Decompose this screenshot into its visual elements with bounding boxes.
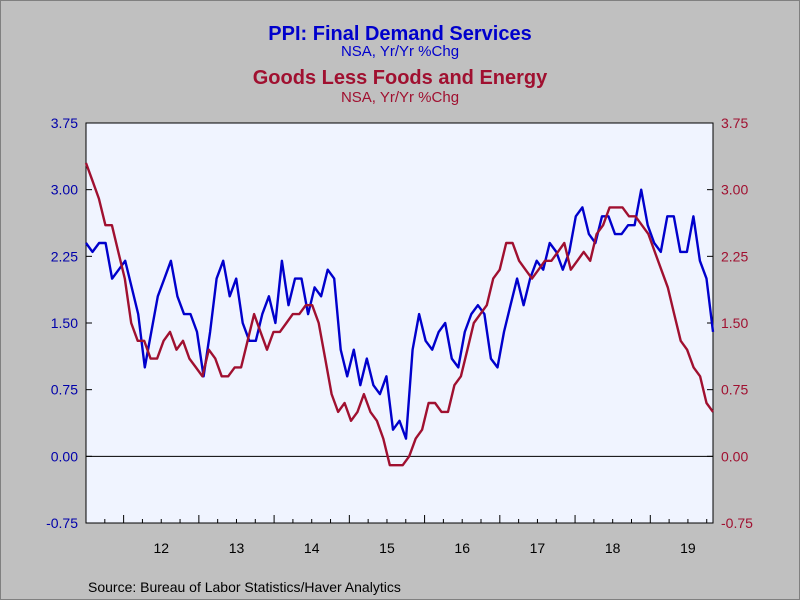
- series-lines: [84, 162, 715, 467]
- series-line-goods-less-food-energy: [84, 162, 714, 467]
- x-tick-label: 13: [229, 540, 245, 556]
- y-tick-label-right: 3.75: [721, 115, 748, 131]
- x-tick-label: 16: [454, 540, 470, 556]
- y-tick-label-right: 0.00: [721, 448, 748, 464]
- x-tick-label: 18: [605, 540, 621, 556]
- source-note: Source: Bureau of Labor Statistics/Haver…: [88, 579, 401, 595]
- y-tick-label-right: 0.75: [721, 382, 748, 398]
- x-tick-label: 19: [680, 540, 696, 556]
- x-tick-label: 14: [304, 540, 320, 556]
- y-tick-label-right: 2.25: [721, 248, 748, 264]
- y-tick-label-left: 2.25: [51, 248, 78, 264]
- series-line-ppi-services: [85, 188, 715, 440]
- y-tick-label-left: 1.50: [51, 315, 78, 331]
- y-tick-label-left: 3.00: [51, 182, 78, 198]
- y-tick-label-left: -0.75: [46, 515, 78, 531]
- y-tick-label-right: -0.75: [721, 515, 753, 531]
- y-tick-label-left: 0.75: [51, 382, 78, 398]
- axis-ticks: [85, 122, 713, 524]
- y-tick-label-left: 3.75: [51, 115, 78, 131]
- chart-subtitle: NSA, Yr/Yr %Chg: [341, 43, 459, 60]
- chart-title: PPI: Final Demand Services: [268, 23, 531, 45]
- series2-title: Goods Less Foods and Energy: [253, 67, 548, 89]
- y-tick-label-right: 3.00: [721, 182, 748, 198]
- x-tick-label: 17: [530, 540, 546, 556]
- series2-subtitle: NSA, Yr/Yr %Chg: [341, 89, 459, 106]
- y-tick-label-left: 0.00: [51, 448, 78, 464]
- y-tick-label-right: 1.50: [721, 315, 748, 331]
- axis-labels: 3.75 3.75 3.00 3.00 2.25 2.25 1.50 1.50 0.75 0.75…: [46, 115, 753, 556]
- x-tick-label: 15: [379, 540, 395, 556]
- x-tick-label: 12: [153, 540, 169, 556]
- plot-area: [85, 122, 714, 524]
